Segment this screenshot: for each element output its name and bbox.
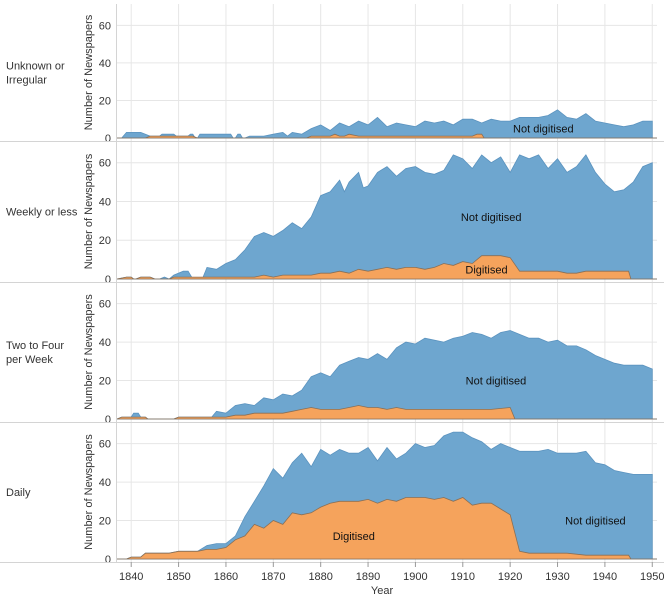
digitised-area bbox=[117, 497, 657, 560]
not-digitised-area bbox=[116, 154, 657, 280]
not-digitised-area bbox=[117, 109, 657, 139]
y-tick-label: 60 bbox=[99, 20, 111, 32]
y-tick-label: 40 bbox=[99, 477, 111, 489]
row-label: Two to Four bbox=[6, 340, 64, 352]
y-tick-label: 20 bbox=[99, 235, 111, 247]
not-digitised-label: Not digitised bbox=[513, 124, 574, 136]
x-tick-label: 1930 bbox=[545, 571, 569, 583]
row-label: Daily bbox=[6, 487, 31, 499]
x-tick-label: 1860 bbox=[214, 571, 238, 583]
not-digitised-label: Not digitised bbox=[466, 376, 527, 388]
y-tick-label: 0 bbox=[105, 414, 111, 426]
not-digitised-label: Not digitised bbox=[565, 516, 626, 528]
y-tick-label: 60 bbox=[99, 158, 111, 170]
y-tick-label: 40 bbox=[99, 196, 111, 208]
y-tick-label: 20 bbox=[99, 376, 111, 388]
x-tick-label: 1900 bbox=[403, 571, 427, 583]
not-digitised-label: Not digitised bbox=[461, 212, 522, 224]
panel-2: 0 20 40 60 Two to Four per Week Number of News… bbox=[6, 294, 657, 426]
panel-1: 0 20 40 60 Weekly or less Number of Newspaper… bbox=[6, 153, 657, 286]
row-label: per Week bbox=[6, 354, 53, 366]
y-tick-label: 60 bbox=[99, 299, 111, 311]
digitised-label: Digitised bbox=[465, 264, 507, 276]
x-tick-label: 1920 bbox=[498, 571, 522, 583]
y-tick-label: 0 bbox=[105, 274, 111, 286]
x-tick-label: 1840 bbox=[119, 571, 143, 583]
x-tick-label: 1890 bbox=[356, 571, 380, 583]
x-tick-label: 1910 bbox=[451, 571, 475, 583]
panel-3: 0 20 40 60 Daily Number of Newspapers bbox=[6, 431, 657, 566]
y-axis-title: Number of Newspapers bbox=[83, 14, 95, 130]
digitised-label: Digitised bbox=[333, 531, 375, 543]
x-tick-label: 1870 bbox=[261, 571, 285, 583]
y-tick-label: 0 bbox=[105, 554, 111, 566]
y-tick-label: 20 bbox=[99, 95, 111, 107]
x-tick-label: 1950 bbox=[640, 571, 664, 583]
digitised-area bbox=[116, 255, 657, 280]
x-tick-label: 1850 bbox=[166, 571, 190, 583]
digitised-area bbox=[117, 133, 657, 139]
y-tick-label: 20 bbox=[99, 516, 111, 528]
row-label: Weekly or less bbox=[6, 207, 78, 219]
y-tick-label: 40 bbox=[99, 337, 111, 349]
y-axis-title: Number of Newspapers bbox=[83, 153, 95, 269]
x-tick-label: 1940 bbox=[593, 571, 617, 583]
panel-0: 0 20 40 60 Unknown or Irregular Number of News… bbox=[6, 14, 657, 145]
x-axis-title: Year bbox=[371, 585, 394, 597]
digitised-area bbox=[116, 405, 657, 420]
y-tick-label: 60 bbox=[99, 439, 111, 451]
y-tick-label: 40 bbox=[99, 58, 111, 70]
y-tick-label: 0 bbox=[105, 133, 111, 145]
x-tick-label: 1880 bbox=[308, 571, 332, 583]
row-label: Unknown or bbox=[6, 61, 65, 73]
row-label: Irregular bbox=[6, 75, 47, 87]
y-axis-title: Number of Newspapers bbox=[83, 434, 95, 550]
y-axis-title: Number of Newspapers bbox=[83, 294, 95, 410]
